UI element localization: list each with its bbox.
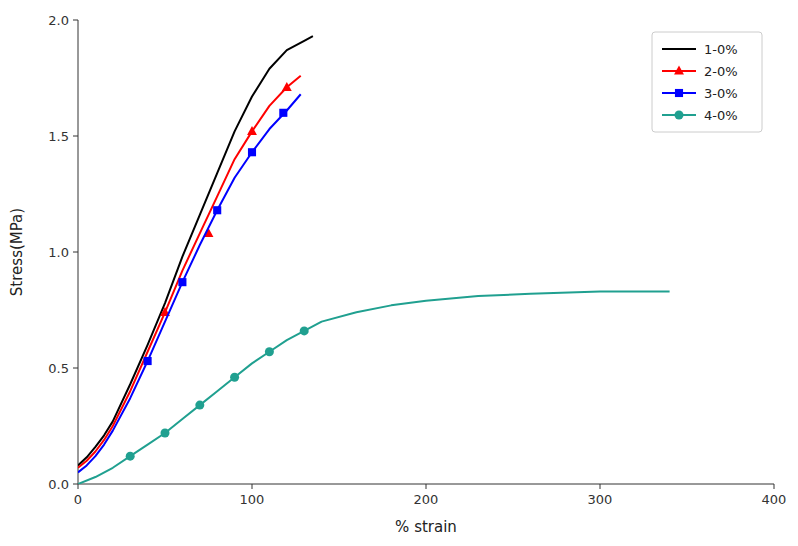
y-axis-label: Stress(MPa) [8,208,26,296]
legend: 1-0% 2-0% 3-0% 4-0% [652,32,762,132]
legend-box [652,32,762,132]
marker [675,89,683,97]
x-tick [774,484,775,489]
y-tick [73,136,78,137]
legend-label: 2-0% [704,64,738,79]
y-tick [73,20,78,21]
marker [675,111,684,120]
x-tick-label: 100 [240,492,265,507]
x-tick-label: 300 [588,492,613,507]
series-line [78,76,301,468]
x-tick-label: 200 [414,492,439,507]
series-line [78,36,313,465]
y-tick-label: 1.0 [48,245,69,260]
marker [161,428,170,437]
x-tick [78,484,79,489]
y-tick-label: 1.5 [48,129,69,144]
y-tick-label: 2.0 [48,13,69,28]
marker [230,373,239,382]
marker [674,66,684,75]
marker [300,326,309,335]
marker [279,109,287,117]
series-line [78,291,670,484]
marker [195,401,204,410]
x-tick [252,484,253,489]
axes: 0 100 200 300 400 0.0 0.5 1.0 1.5 2.0 [48,13,786,508]
x-tick [426,484,427,489]
y-tick-label: 0.5 [48,361,69,376]
chart: 0 100 200 300 400 0.0 0.5 1.0 1.5 2.0 % strain Stre… [0,0,798,546]
x-tick-label: 400 [762,492,787,507]
series-line [78,94,301,472]
marker [247,126,257,135]
y-tick [73,368,78,369]
plot-data [78,36,670,484]
legend-label: 3-0% [704,86,738,101]
y-tick-label: 0.0 [48,477,69,492]
legend-label: 4-0% [704,108,738,123]
marker [126,452,135,461]
legend-swatch [662,48,696,50]
marker [248,148,256,156]
y-tick [73,252,78,253]
x-axis-label: % strain [395,518,457,536]
marker [178,278,186,286]
legend-label: 1-0% [704,42,738,57]
x-tick [600,484,601,489]
marker [265,347,274,356]
marker [213,206,221,214]
x-tick-label: 0 [74,492,82,507]
marker [144,357,152,365]
y-tick [73,484,78,485]
marker [282,82,292,91]
